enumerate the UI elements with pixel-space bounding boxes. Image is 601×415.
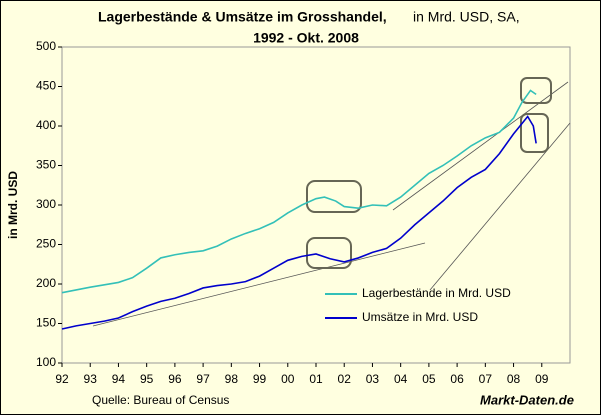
series-line bbox=[61, 89, 537, 294]
watermark: Markt-Daten.de bbox=[480, 392, 574, 407]
chart-title-suffix: in Mrd. USD, SA, bbox=[413, 9, 520, 25]
trend-line bbox=[92, 242, 426, 327]
x-tick-label: 08 bbox=[507, 372, 521, 386]
x-tick-label: 09 bbox=[535, 372, 549, 386]
highlight-box bbox=[306, 237, 352, 269]
x-tick-label: 00 bbox=[281, 372, 295, 386]
highlight-box bbox=[520, 113, 549, 153]
x-tick-label: 94 bbox=[112, 372, 126, 386]
y-tick-label: 500 bbox=[36, 39, 56, 53]
y-tick-label: 450 bbox=[36, 79, 56, 93]
x-tick-label: 92 bbox=[55, 372, 69, 386]
series-line bbox=[61, 115, 537, 330]
highlight-boxes bbox=[306, 77, 552, 269]
x-tick-label: 98 bbox=[225, 372, 239, 386]
x-tick-label: 93 bbox=[84, 372, 98, 386]
highlight-box bbox=[306, 180, 362, 213]
x-tick-label: 06 bbox=[450, 372, 464, 386]
x-tick-label: 04 bbox=[394, 372, 408, 386]
x-tick-label: 96 bbox=[168, 372, 182, 386]
chart-title-line2: 1992 - Okt. 2008 bbox=[253, 30, 359, 46]
x-tick-label: 05 bbox=[422, 372, 436, 386]
plot-area bbox=[61, 46, 571, 364]
x-tick-label: 02 bbox=[338, 372, 352, 386]
y-tick-label: 200 bbox=[36, 276, 56, 290]
source: Quelle: Bureau of Census bbox=[92, 393, 229, 407]
y-tick-label: 100 bbox=[36, 355, 56, 369]
highlight-box bbox=[520, 77, 552, 104]
y-tick-label: 150 bbox=[36, 316, 56, 330]
x-tick-label: 99 bbox=[253, 372, 267, 386]
y-tick-label: 250 bbox=[36, 237, 56, 251]
chart-title: Lagerbestände & Umsätze im Grosshandel, bbox=[98, 9, 387, 25]
legend-label: Lagerbestände in Mrd. USD bbox=[362, 286, 511, 300]
y-tick-label: 400 bbox=[36, 118, 56, 132]
y-tick-label: 350 bbox=[36, 158, 56, 172]
y-axis-label: in Mrd. USD bbox=[6, 171, 20, 239]
x-tick-label: 07 bbox=[479, 372, 493, 386]
x-tick-label: 03 bbox=[366, 372, 380, 386]
y-tick-label: 300 bbox=[36, 197, 56, 211]
x-tick-label: 01 bbox=[309, 372, 323, 386]
x-tick-label: 95 bbox=[140, 372, 154, 386]
x-tick-label: 97 bbox=[196, 372, 210, 386]
legend-label: Umsätze in Mrd. USD bbox=[362, 310, 478, 324]
